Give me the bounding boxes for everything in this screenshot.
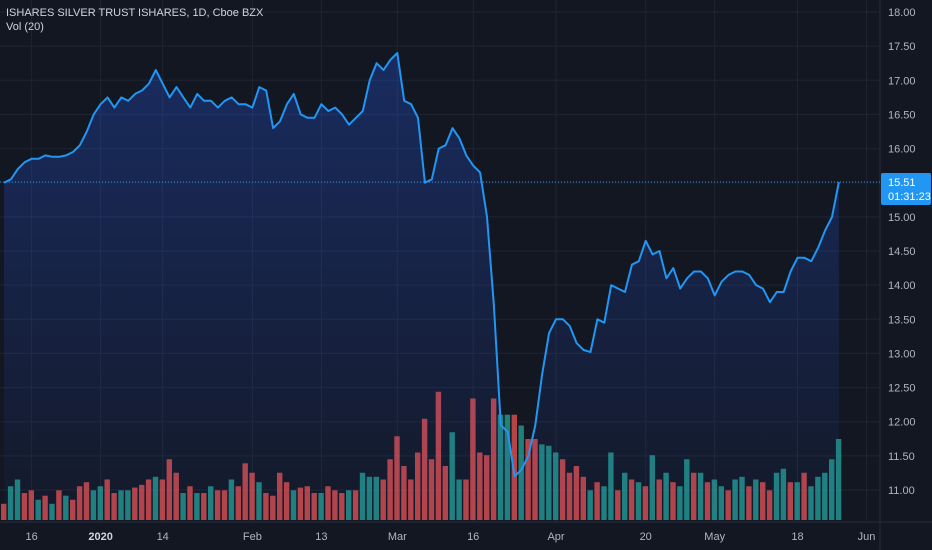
x-tick-label: 16 <box>467 531 479 543</box>
y-tick-label: 16.50 <box>888 109 916 121</box>
y-tick-label: 16.00 <box>888 144 916 156</box>
symbol-title[interactable]: ISHARES SILVER TRUST ISHARES, 1D, Cboe B… <box>6 7 264 19</box>
x-tick-label: Jun <box>858 531 876 543</box>
bar-countdown: 01:31:23 <box>888 191 931 203</box>
y-tick-label: 18.00 <box>888 7 916 19</box>
x-tick-label: May <box>704 531 725 543</box>
price-axis[interactable]: 11.00 11.50 12.00 12.50 13.00 13.50 14.00 14.50… <box>888 7 916 497</box>
x-tick-label: Mar <box>388 531 407 543</box>
volume-bar <box>511 414 517 520</box>
area-fill <box>4 53 839 522</box>
time-axis[interactable]: 16 2020 14 Feb 13 Mar 16 Apr 20 May 18 Jun <box>25 531 875 543</box>
volume-bar <box>1 503 7 520</box>
y-tick-label: 12.00 <box>888 417 916 429</box>
chart-legend: ISHARES SILVER TRUST ISHARES, 1D, Cboe B… <box>6 6 263 34</box>
y-tick-label: 11.00 <box>888 485 915 497</box>
price-badge-bg <box>881 173 931 206</box>
last-price-badge: 15.51 01:31:23 <box>881 173 931 206</box>
x-tick-label: Apr <box>547 531 564 543</box>
price-area <box>3 52 840 522</box>
y-tick-label: 11.50 <box>888 451 915 463</box>
y-tick-label: 12.50 <box>888 383 916 395</box>
price-line <box>3 52 840 478</box>
x-tick-label: 14 <box>157 531 169 543</box>
y-tick-label: 17.00 <box>888 75 916 87</box>
y-tick-label: 17.50 <box>888 41 916 53</box>
y-tick-label: 13.50 <box>888 314 916 326</box>
x-tick-label: 2020 <box>88 531 112 543</box>
x-tick-label: 16 <box>25 531 37 543</box>
x-tick-label: 18 <box>791 531 803 543</box>
x-tick-label: Feb <box>243 531 262 543</box>
x-tick-label: 20 <box>640 531 652 543</box>
y-tick-label: 15.00 <box>888 212 916 224</box>
x-tick-label: 13 <box>315 531 327 543</box>
y-tick-label: 13.00 <box>888 348 916 360</box>
y-tick-label: 14.50 <box>888 246 916 258</box>
volume-indicator-label[interactable]: Vol (20) <box>6 21 44 33</box>
y-tick-label: 14.00 <box>888 280 916 292</box>
last-price-value: 15.51 <box>888 177 916 189</box>
